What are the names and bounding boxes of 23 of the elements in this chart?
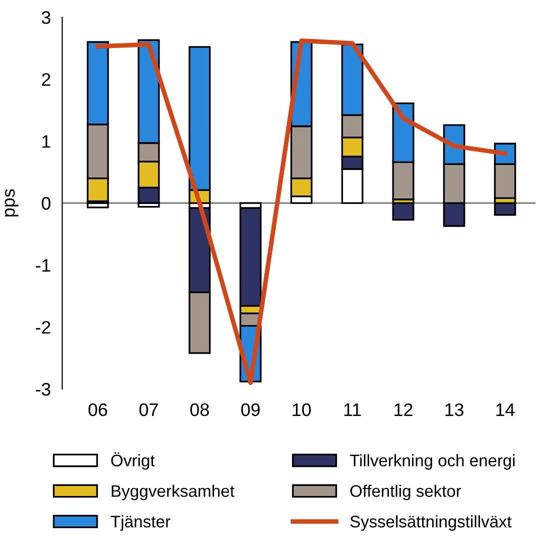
y-tick-label: 0 <box>42 197 50 210</box>
y-tick-label: 2 <box>42 73 50 86</box>
x-tick-label: 08 <box>190 403 209 416</box>
x-tick-label: 07 <box>139 403 158 416</box>
y-tick-label: -2 <box>36 320 50 334</box>
x-tick-label: 12 <box>394 403 412 416</box>
legend-label: Övrigt <box>111 452 155 470</box>
x-tick-label: 09 <box>241 403 260 416</box>
legend-label: Sysselsättningstillväxt <box>350 515 512 531</box>
x-tick-label: 13 <box>445 403 464 416</box>
x-tick-label: 10 <box>292 403 311 416</box>
legend-label: Offentlig sektor <box>350 484 462 500</box>
y-tick-label: 1 <box>42 135 50 148</box>
legend-label: Byggverksamhet <box>112 484 234 500</box>
y-tick-label: 3 <box>42 11 50 24</box>
y-tick-label: -1 <box>36 259 50 272</box>
x-tick-label: 14 <box>496 404 515 416</box>
legend-label: Tjänster <box>110 515 170 531</box>
legend-label: Tillverkning och energi <box>350 454 515 470</box>
y-tick-label: -3 <box>36 382 50 396</box>
y-axis-title: pps <box>4 189 18 216</box>
x-tick-label: 11 <box>344 404 361 416</box>
x-tick-label: 06 <box>88 403 108 416</box>
